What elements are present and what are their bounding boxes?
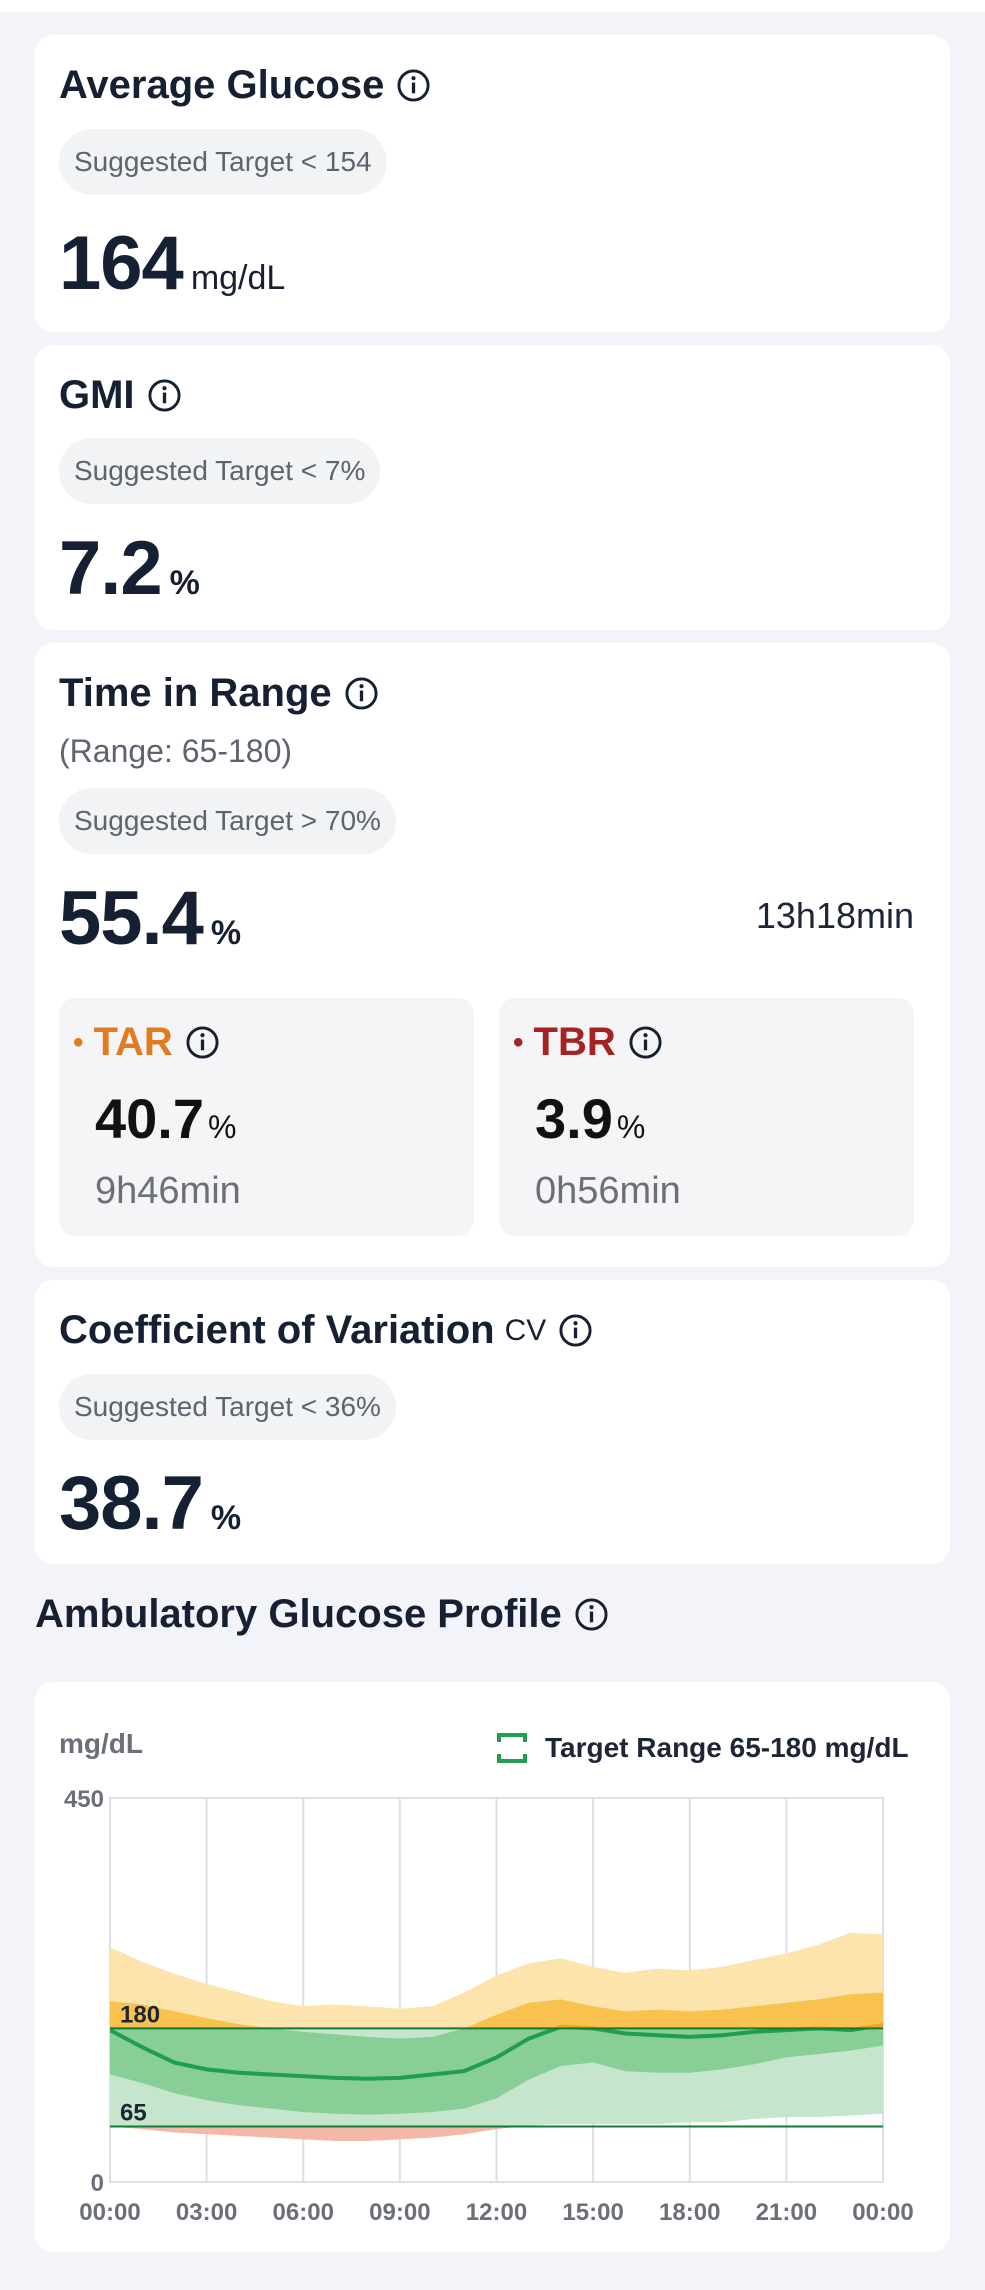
- tbr-box[interactable]: • TBR 3.9 % 0h56min: [499, 998, 914, 1236]
- info-icon[interactable]: [344, 676, 379, 711]
- average-glucose-unit: mg/dL: [190, 259, 286, 297]
- time-in-range-range-label: (Range: 65-180): [59, 733, 293, 769]
- below-range-group: [110, 2126, 521, 2142]
- tbr-number: 3.9: [535, 1087, 613, 1150]
- cv-card: Coefficient of Variation CV Suggested Ta…: [35, 1280, 950, 1564]
- average-glucose-title: Average Glucose: [59, 63, 385, 107]
- info-icon[interactable]: [396, 68, 431, 103]
- x-tick-label: 06:00: [273, 2199, 334, 2226]
- median-line-in-range: [110, 2028, 875, 2081]
- agp-legend: Target Range 65-180 mg/dL: [497, 1732, 909, 1764]
- tar-dot: •: [73, 1025, 84, 1059]
- tar-number: 40.7: [95, 1087, 204, 1150]
- gmi-title-row: GMI: [59, 373, 182, 418]
- time-in-range-duration: 13h18min: [755, 895, 914, 936]
- cv-number: 38.7: [59, 1461, 204, 1546]
- cv-title: Coefficient of Variation: [59, 1308, 495, 1352]
- agp-title-row: Ambulatory Glucose Profile: [35, 1592, 609, 1637]
- tbr-value: 3.9 %: [535, 1086, 645, 1151]
- tar-value: 40.7 %: [95, 1086, 236, 1151]
- inner-band-above: [110, 1992, 883, 2029]
- tbr-duration: 0h56min: [535, 1170, 681, 1212]
- y-tick-label: 450: [64, 1786, 104, 1813]
- average-glucose-value: 164 mg/dL: [59, 220, 285, 307]
- time-in-range-card: Time in Range (Range: 65-180) Suggested …: [35, 643, 950, 1267]
- target-line-label: 65: [120, 2100, 147, 2127]
- tar-duration: 9h46min: [95, 1170, 241, 1212]
- above-range-group: [110, 1932, 883, 2029]
- tar-box[interactable]: • TAR 40.7 % 9h46min: [59, 998, 474, 1236]
- info-icon[interactable]: [558, 1313, 593, 1348]
- x-tick-label: 03:00: [176, 2199, 237, 2226]
- x-tick-label: 21:00: [756, 2199, 817, 2226]
- x-tick-label: 09:00: [369, 2199, 430, 2226]
- tbr-title-row: • TBR: [513, 1020, 663, 1065]
- cv-abbr: CV: [504, 1313, 547, 1347]
- time-in-range-number: 55.4: [59, 876, 204, 961]
- cv-unit: %: [210, 1499, 242, 1537]
- agp-title: Ambulatory Glucose Profile: [35, 1592, 562, 1636]
- tbr-unit: %: [616, 1109, 646, 1145]
- average-glucose-target-badge: Suggested Target < 154: [59, 129, 387, 195]
- gmi-target-badge: Suggested Target < 7%: [59, 438, 381, 504]
- top-band: [0, 0, 985, 12]
- average-glucose-card: Average Glucose Suggested Target < 154 1…: [35, 35, 950, 332]
- tbr-label: TBR: [533, 1020, 616, 1064]
- gmi-card: GMI Suggested Target < 7% 7.2 %: [35, 345, 950, 630]
- x-tick-label: 00:00: [852, 2199, 913, 2226]
- tar-unit: %: [208, 1109, 237, 1145]
- gmi-unit: %: [169, 564, 200, 602]
- tar-label: TAR: [93, 1020, 173, 1064]
- gmi-title: GMI: [59, 373, 135, 417]
- cv-target-badge: Suggested Target < 36%: [59, 1374, 396, 1440]
- info-icon[interactable]: [574, 1597, 609, 1632]
- in-range-group: [110, 2028, 883, 2127]
- target-range-legend-icon: [497, 1733, 527, 1763]
- inner-band-in-range: [110, 2028, 883, 2115]
- cv-value: 38.7 %: [59, 1460, 241, 1547]
- outer-band-above: [110, 1932, 883, 2029]
- outer-band-below: [110, 2126, 521, 2142]
- gmi-value: 7.2 %: [59, 525, 200, 612]
- agp-legend-label: Target Range 65-180 mg/dL: [545, 1732, 909, 1763]
- x-tick-label: 12:00: [466, 2199, 527, 2226]
- info-icon[interactable]: [628, 1025, 663, 1060]
- tbr-dot: •: [513, 1025, 524, 1059]
- x-tick-label: 00:00: [79, 2199, 140, 2226]
- agp-y-unit: mg/dL: [59, 1728, 143, 1759]
- target-line-label: 180: [120, 2001, 160, 2028]
- time-in-range-title: Time in Range: [59, 671, 332, 715]
- x-tick-label: 18:00: [659, 2199, 720, 2226]
- gmi-number: 7.2: [59, 526, 163, 611]
- average-glucose-number: 164: [59, 221, 184, 306]
- time-in-range-unit: %: [210, 914, 242, 952]
- tar-title-row: • TAR: [73, 1020, 220, 1065]
- time-in-range-target-badge: Suggested Target > 70%: [59, 788, 396, 854]
- x-tick-label: 15:00: [562, 2199, 623, 2226]
- average-glucose-title-row: Average Glucose: [59, 63, 431, 108]
- time-in-range-title-row: Time in Range: [59, 671, 379, 716]
- cv-title-row: Coefficient of Variation CV: [59, 1308, 593, 1353]
- info-icon[interactable]: [185, 1025, 220, 1060]
- info-icon[interactable]: [147, 378, 182, 413]
- y-tick-label: 0: [91, 2170, 104, 2197]
- agp-card: mg/dL Target Range 65-180 mg/dL 180 65 450…: [35, 1682, 950, 2252]
- time-in-range-value: 55.4 %: [59, 875, 241, 962]
